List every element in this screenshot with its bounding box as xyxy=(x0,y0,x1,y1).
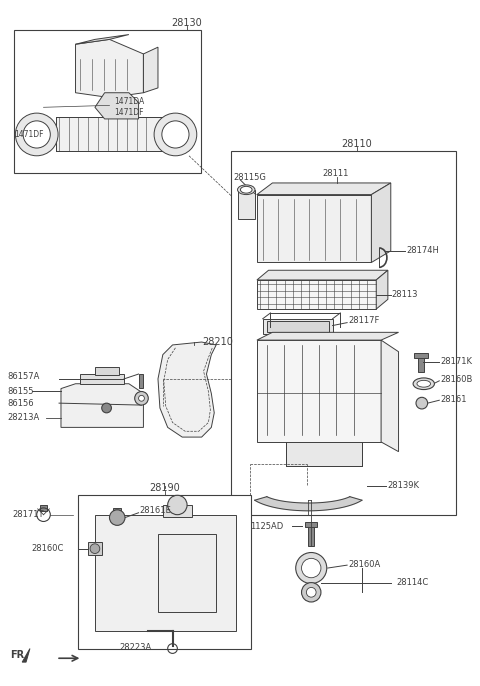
Bar xyxy=(305,523,317,528)
Polygon shape xyxy=(257,340,381,442)
Circle shape xyxy=(139,395,144,401)
Polygon shape xyxy=(381,340,398,451)
Text: 86155: 86155 xyxy=(8,387,34,396)
Bar xyxy=(414,353,428,357)
Text: 28174H: 28174H xyxy=(406,246,439,255)
Text: 28190: 28190 xyxy=(149,484,180,493)
Text: 28115G: 28115G xyxy=(234,173,266,182)
Circle shape xyxy=(301,558,321,578)
Text: 1125AD: 1125AD xyxy=(250,522,283,531)
Bar xyxy=(95,367,119,375)
Text: 28139K: 28139K xyxy=(387,481,419,490)
Bar xyxy=(308,524,314,546)
Text: 28213A: 28213A xyxy=(8,413,40,422)
Ellipse shape xyxy=(240,187,252,193)
Text: 28110: 28110 xyxy=(341,139,372,149)
Bar xyxy=(40,505,48,511)
Polygon shape xyxy=(95,93,139,119)
Circle shape xyxy=(168,495,187,514)
Text: 28114C: 28114C xyxy=(396,578,429,587)
Text: 86157A: 86157A xyxy=(8,372,40,381)
Circle shape xyxy=(154,113,197,156)
Circle shape xyxy=(296,552,327,584)
Polygon shape xyxy=(61,383,144,427)
Polygon shape xyxy=(80,374,124,383)
Polygon shape xyxy=(257,270,388,280)
Text: 28171T: 28171T xyxy=(12,510,44,519)
Polygon shape xyxy=(266,320,329,332)
Text: 1471DF: 1471DF xyxy=(14,130,44,139)
Polygon shape xyxy=(238,190,255,219)
Text: 28161E: 28161E xyxy=(140,506,171,515)
Text: 28117F: 28117F xyxy=(348,316,380,325)
Text: 86156: 86156 xyxy=(8,399,34,407)
Circle shape xyxy=(162,121,189,148)
Text: 28223A: 28223A xyxy=(119,643,151,652)
Bar xyxy=(78,495,251,648)
Text: 28210: 28210 xyxy=(203,337,234,347)
Polygon shape xyxy=(144,47,158,93)
Text: 28160C: 28160C xyxy=(32,544,64,553)
Circle shape xyxy=(301,582,321,602)
Text: 28130: 28130 xyxy=(172,18,203,28)
Polygon shape xyxy=(257,195,372,263)
Text: FR: FR xyxy=(11,650,24,661)
Polygon shape xyxy=(75,39,144,97)
Text: 28111: 28111 xyxy=(323,169,349,178)
Polygon shape xyxy=(56,117,163,151)
Circle shape xyxy=(15,113,58,156)
Circle shape xyxy=(23,121,50,148)
Bar xyxy=(88,542,102,556)
Circle shape xyxy=(102,403,111,413)
Polygon shape xyxy=(22,648,30,662)
Polygon shape xyxy=(376,270,388,309)
Circle shape xyxy=(109,510,125,525)
Text: 28171K: 28171K xyxy=(440,357,472,366)
Text: 28161: 28161 xyxy=(440,394,467,404)
Text: 28113: 28113 xyxy=(392,290,418,299)
Polygon shape xyxy=(263,319,333,334)
Bar xyxy=(418,355,424,372)
Bar xyxy=(231,151,456,514)
Polygon shape xyxy=(95,514,236,631)
Polygon shape xyxy=(372,183,391,263)
Polygon shape xyxy=(158,534,216,612)
Ellipse shape xyxy=(238,185,255,195)
Ellipse shape xyxy=(413,378,434,390)
Ellipse shape xyxy=(417,380,431,387)
Circle shape xyxy=(90,544,100,554)
Text: 28160A: 28160A xyxy=(348,560,380,569)
Circle shape xyxy=(416,397,428,409)
Bar xyxy=(139,374,144,388)
Bar xyxy=(14,29,201,174)
Polygon shape xyxy=(255,497,362,511)
Text: 28160B: 28160B xyxy=(440,375,473,384)
Polygon shape xyxy=(257,183,391,195)
Text: 1471DA: 1471DA xyxy=(114,97,144,106)
Circle shape xyxy=(135,392,148,405)
Text: 1471DF: 1471DF xyxy=(114,108,144,117)
Bar xyxy=(163,505,192,517)
Polygon shape xyxy=(286,442,361,466)
Polygon shape xyxy=(158,342,216,437)
Polygon shape xyxy=(257,332,398,340)
Polygon shape xyxy=(75,34,129,44)
Bar xyxy=(113,508,121,518)
Polygon shape xyxy=(257,280,376,309)
Circle shape xyxy=(306,587,316,597)
